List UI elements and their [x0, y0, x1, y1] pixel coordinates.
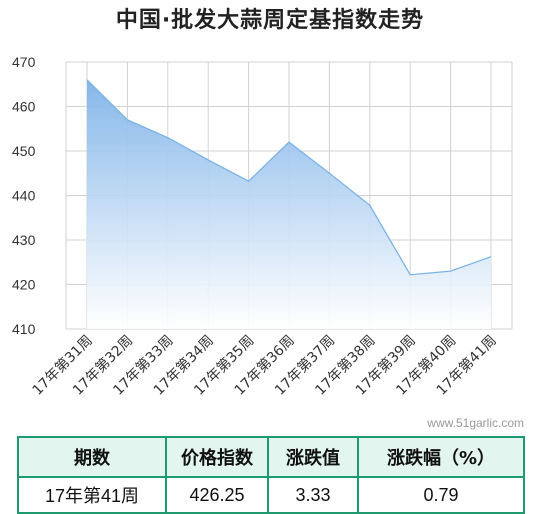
y-tick-label: 440 [12, 188, 36, 204]
summary-header-row: 期数 价格指数 涨跌值 涨跌幅（%） [18, 437, 524, 477]
summary-data-row: 17年第41周 426.25 3.33 0.79 [18, 477, 524, 513]
y-axis-ticks: 410 420 430 440 450 460 470 [12, 54, 36, 337]
y-tick-label: 420 [12, 277, 36, 293]
x-axis-ticks: 17年第31周17年第32周17年第33周17年第34周17年第35周17年第3… [29, 332, 500, 399]
cell-change-value: 3.33 [268, 477, 358, 513]
cell-period: 17年第41周 [18, 477, 166, 513]
cell-price-index: 426.25 [166, 477, 268, 513]
header-period: 期数 [18, 437, 166, 477]
watermark: www.51garlic.com [427, 416, 524, 430]
cell-change-percent: 0.79 [358, 477, 524, 513]
y-tick-label: 430 [12, 232, 36, 248]
y-tick-label: 450 [12, 143, 36, 159]
y-tick-label: 460 [12, 99, 36, 115]
summary-table: 期数 价格指数 涨跌值 涨跌幅（%） 17年第41周 426.25 3.33 0… [17, 436, 525, 514]
y-tick-label: 410 [12, 321, 36, 337]
header-price-index: 价格指数 [166, 437, 268, 477]
area-chart: 410 420 430 440 450 460 470 17年第31周17年第32周17年第… [0, 0, 540, 430]
y-tick-label: 470 [12, 54, 36, 70]
header-change-value: 涨跌值 [268, 437, 358, 477]
header-change-percent: 涨跌幅（%） [358, 437, 524, 477]
